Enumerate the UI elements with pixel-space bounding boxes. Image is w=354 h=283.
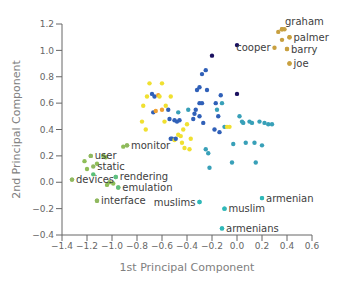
svg-text:palmer: palmer: [294, 32, 330, 43]
svg-text:0.8: 0.8: [40, 72, 55, 82]
svg-text:0.0: 0.0: [230, 241, 245, 251]
svg-text:user: user: [95, 150, 118, 161]
svg-text:armenian: armenian: [266, 193, 314, 204]
svg-text:−0.8: −0.8: [126, 241, 148, 251]
svg-text:static: static: [97, 161, 124, 172]
svg-text:0.4: 0.4: [280, 241, 295, 251]
svg-text:interface: interface: [101, 195, 146, 206]
svg-text:1.2: 1.2: [40, 19, 54, 29]
svg-text:armenians: armenians: [226, 223, 279, 234]
svg-text:0.6: 0.6: [305, 241, 320, 251]
svg-text:barry: barry: [291, 44, 318, 55]
svg-text:emulation: emulation: [122, 182, 172, 193]
svg-text:0.0: 0.0: [40, 177, 55, 187]
svg-text:−1.4: −1.4: [51, 241, 73, 251]
svg-text:monitor: monitor: [131, 140, 171, 151]
svg-text:0.2: 0.2: [40, 151, 54, 161]
svg-text:2nd Principal Component: 2nd Principal Component: [10, 59, 23, 198]
svg-text:−0.4: −0.4: [32, 230, 54, 240]
svg-text:1.0: 1.0: [40, 46, 55, 56]
svg-text:−0.4: −0.4: [176, 241, 198, 251]
svg-text:muslim: muslim: [229, 203, 266, 214]
svg-text:−1.0: −1.0: [101, 241, 123, 251]
svg-text:0.2: 0.2: [255, 241, 269, 251]
svg-text:devices: devices: [76, 174, 114, 185]
svg-text:cooper: cooper: [236, 42, 271, 53]
svg-text:0.4: 0.4: [40, 125, 55, 135]
svg-text:muslims: muslims: [154, 197, 196, 208]
svg-text:graham: graham: [285, 16, 324, 27]
svg-text:−0.2: −0.2: [201, 241, 223, 251]
svg-text:1st Principal Component: 1st Principal Component: [120, 261, 255, 274]
svg-text:−1.2: −1.2: [76, 241, 98, 251]
svg-text:−0.6: −0.6: [151, 241, 173, 251]
svg-text:rendering: rendering: [120, 171, 168, 182]
svg-text:−0.2: −0.2: [32, 204, 54, 214]
svg-text:joe: joe: [293, 58, 309, 69]
svg-text:0.6: 0.6: [40, 98, 55, 108]
